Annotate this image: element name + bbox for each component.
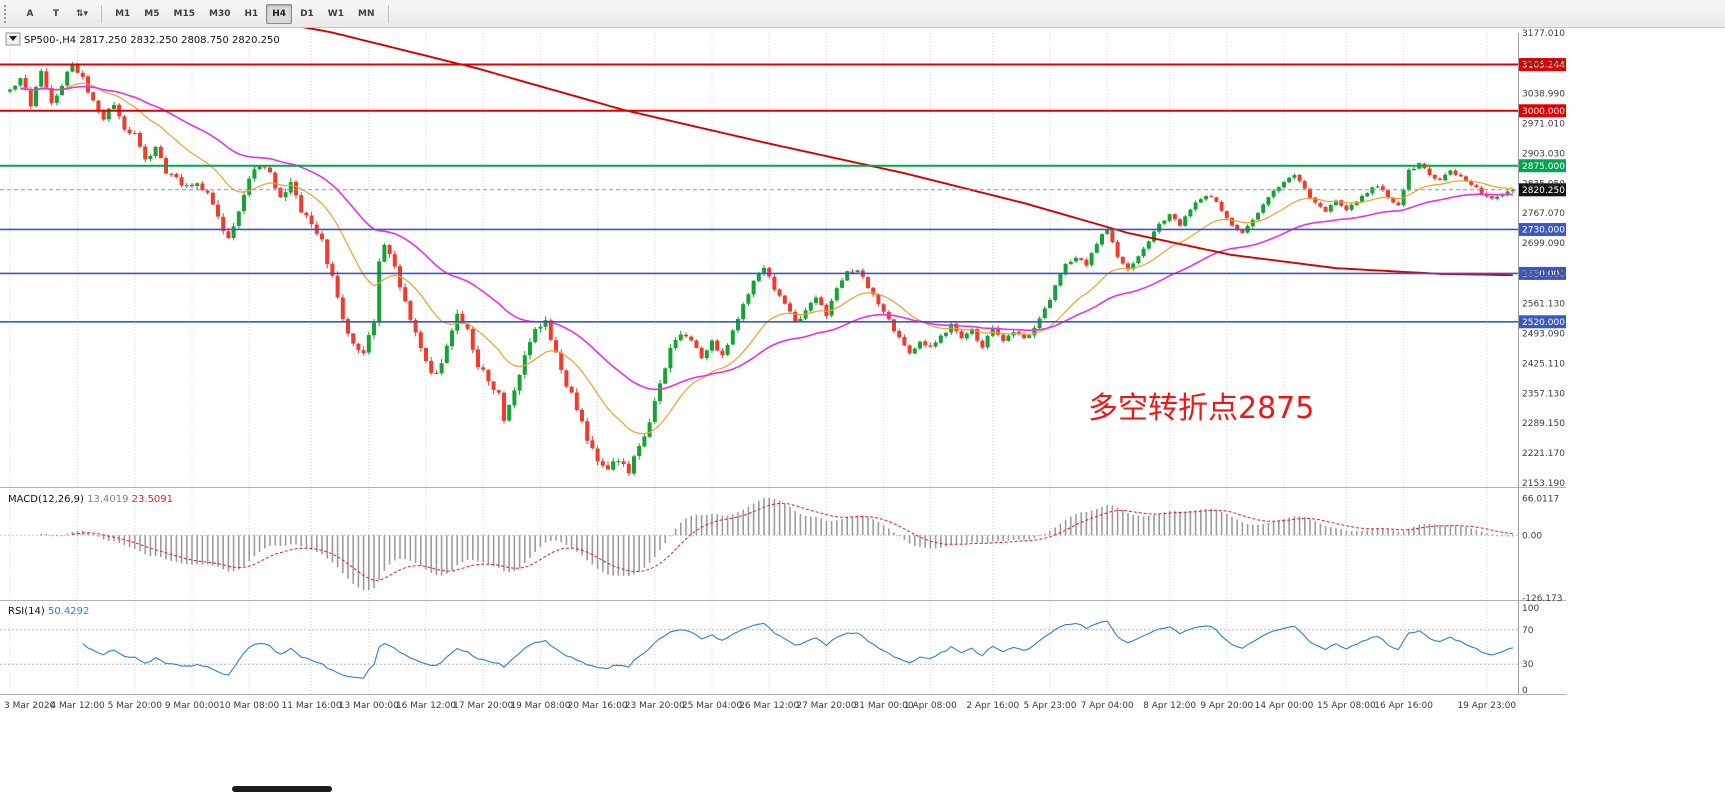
svg-text:31 Mar 00:00: 31 Mar 00:00 <box>854 701 914 711</box>
svg-text:2631.110: 2631.110 <box>1522 269 1565 279</box>
svg-text:9 Mar 00:00: 9 Mar 00:00 <box>165 701 220 711</box>
svg-text:10 Mar 08:00: 10 Mar 08:00 <box>219 701 279 711</box>
svg-text:100: 100 <box>1522 604 1539 614</box>
svg-text:11 Mar 16:00: 11 Mar 16:00 <box>282 701 342 711</box>
rsi-line <box>82 620 1513 679</box>
svg-text:20 Mar 16:00: 20 Mar 16:00 <box>568 701 628 711</box>
toolbar-separator <box>101 4 103 23</box>
rsi-label: RSI(14) 50.4292 <box>8 606 89 617</box>
timeframe-button-h4[interactable]: H4 <box>266 3 293 24</box>
svg-text:2875.000: 2875.000 <box>1522 162 1565 172</box>
macd-label: MACD(12,26,9) 13.4019 23.5091 <box>8 494 173 505</box>
timeframe-button-m1[interactable]: M1 <box>109 4 136 24</box>
svg-text:2820.250: 2820.250 <box>1522 186 1565 196</box>
svg-text:25 Mar 04:00: 25 Mar 04:00 <box>682 701 742 711</box>
svg-text:2630.000: 2630.000 <box>1522 270 1565 280</box>
gridlines <box>9 33 1488 694</box>
svg-text:17 Mar 20:00: 17 Mar 20:00 <box>453 701 513 711</box>
price-axis: 3177.010 3108.990 3038.990 2971.010 2903.030… <box>1518 29 1565 694</box>
svg-text:3000.000: 3000.000 <box>1522 107 1565 117</box>
timeframe-button-mn[interactable]: MN <box>352 4 381 24</box>
chevron-down-icon <box>9 36 17 41</box>
svg-text:27 Mar 20:00: 27 Mar 20:00 <box>796 701 856 711</box>
timeframe-button-w1[interactable]: W1 <box>322 4 350 24</box>
svg-text:16 Mar 12:00: 16 Mar 12:00 <box>396 701 456 711</box>
toolbar-button-a[interactable]: A <box>18 4 42 24</box>
horizontal-levels: 3105.244 3000.000 2875.000 2730.000 2630.000… <box>0 58 1566 329</box>
ma-slow-line <box>20 85 1513 391</box>
ma-fast-line <box>20 82 1513 435</box>
svg-text:5 Apr 23:00: 5 Apr 23:00 <box>1024 701 1077 711</box>
candles-layer <box>8 61 1515 476</box>
svg-text:1 Apr 08:00: 1 Apr 08:00 <box>904 701 957 711</box>
svg-text:3 Mar 2020: 3 Mar 2020 <box>4 701 56 711</box>
annotation-text: 多空转折点2875 <box>1088 391 1314 426</box>
svg-text:8 Apr 12:00: 8 Apr 12:00 <box>1143 701 1196 711</box>
svg-text:2730.000: 2730.000 <box>1522 226 1565 236</box>
rsi-panel: 100 70 30 0 RSI(14) 50.4292 <box>0 604 1539 696</box>
timeframe-button-m30[interactable]: M30 <box>203 4 236 24</box>
svg-text:2289.150: 2289.150 <box>1522 419 1565 429</box>
svg-text:19 Mar 08:00: 19 Mar 08:00 <box>510 701 570 711</box>
svg-text:2699.090: 2699.090 <box>1522 239 1565 249</box>
svg-text:2520.000: 2520.000 <box>1522 318 1565 328</box>
toolbar-separator <box>387 4 389 23</box>
svg-text:2903.030: 2903.030 <box>1522 149 1565 159</box>
svg-text:3177.010: 3177.010 <box>1522 29 1565 39</box>
svg-text:-126.173: -126.173 <box>1522 594 1562 604</box>
svg-text:2221.170: 2221.170 <box>1522 449 1565 459</box>
svg-text:7 Apr 04:00: 7 Apr 04:00 <box>1081 701 1134 711</box>
svg-text:15 Apr 08:00: 15 Apr 08:00 <box>1317 701 1376 711</box>
timeframe-button-d1[interactable]: D1 <box>294 4 320 24</box>
timeframe-button-h1[interactable]: H1 <box>238 4 264 24</box>
svg-text:14 Apr 00:00: 14 Apr 00:00 <box>1255 701 1314 711</box>
svg-text:2767.070: 2767.070 <box>1522 209 1565 219</box>
toolbar-grip-icon <box>4 4 13 23</box>
svg-text:9 Apr 20:00: 9 Apr 20:00 <box>1200 701 1253 711</box>
svg-text:0: 0 <box>1522 686 1528 696</box>
svg-text:66.0117: 66.0117 <box>1522 494 1559 504</box>
cursor-tools-dropdown[interactable]: ⇅▾ <box>70 4 94 24</box>
svg-text:2 Apr 16:00: 2 Apr 16:00 <box>966 701 1019 711</box>
svg-text:3105.244: 3105.244 <box>1522 61 1565 71</box>
macd-panel: 66.0117 0.00 -126.173 MACD(12,26,9) 13.4019… <box>0 494 1562 604</box>
svg-text:2493.090: 2493.090 <box>1522 330 1565 340</box>
svg-text:2357.130: 2357.130 <box>1522 389 1565 399</box>
svg-text:4 Mar 12:00: 4 Mar 12:00 <box>50 701 105 711</box>
svg-text:23 Mar 20:00: 23 Mar 20:00 <box>625 701 685 711</box>
svg-text:0.00: 0.00 <box>1522 531 1542 541</box>
svg-text:70: 70 <box>1522 626 1534 636</box>
toolbar: A T ⇅▾ M1 M5 M15 M30 H1 H4 D1 W1 MN <box>0 0 1725 28</box>
svg-text:16 Apr 16:00: 16 Apr 16:00 <box>1374 701 1433 711</box>
macd-signal-line <box>72 502 1513 581</box>
svg-text:26 Mar 12:00: 26 Mar 12:00 <box>739 701 799 711</box>
chart-legend[interactable]: SP500-,H4 2817.250 2832.250 2808.750 282… <box>5 32 280 46</box>
taskbar-fragment <box>232 786 332 792</box>
svg-text:2561.130: 2561.130 <box>1522 300 1565 310</box>
toolbar-button-t[interactable]: T <box>44 4 68 24</box>
svg-text:13 Mar 00:00: 13 Mar 00:00 <box>339 701 399 711</box>
svg-text:30: 30 <box>1522 660 1534 670</box>
svg-text:2971.010: 2971.010 <box>1522 120 1565 130</box>
timeframe-button-m5[interactable]: M5 <box>138 4 165 24</box>
svg-text:3108.990: 3108.990 <box>1522 59 1565 69</box>
svg-text:2835.050: 2835.050 <box>1522 179 1565 189</box>
svg-text:19 Apr 23:00: 19 Apr 23:00 <box>1457 701 1516 711</box>
svg-text:2425.110: 2425.110 <box>1522 359 1565 369</box>
timeframe-button-m15[interactable]: M15 <box>168 4 201 24</box>
svg-text:2153.190: 2153.190 <box>1522 479 1565 489</box>
legend-ohlc-text: SP500-,H4 2817.250 2832.250 2808.750 282… <box>24 35 280 46</box>
svg-text:5 Mar 20:00: 5 Mar 20:00 <box>108 701 163 711</box>
svg-text:3038.990: 3038.990 <box>1522 90 1565 100</box>
